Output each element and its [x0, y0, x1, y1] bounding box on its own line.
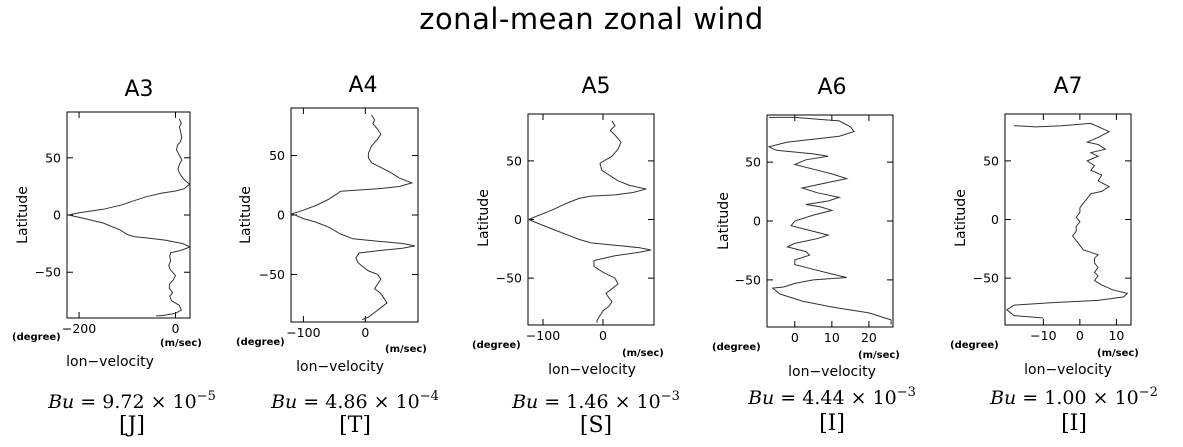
x-tick-label: 20 [861, 330, 877, 345]
case-label: [I] [1061, 411, 1087, 436]
panel-title: A3 [124, 77, 153, 102]
bu-value: Bu = 1.46 × 10−3 [511, 389, 680, 413]
x-unit-label: (m/sec) [858, 350, 900, 361]
x-tick-label: 0 [361, 325, 369, 340]
case-label: [S] [580, 413, 612, 438]
bu-mantissa: 9.72 [102, 391, 144, 413]
y-axis-label: Latitude [15, 186, 31, 244]
y-tick-label: 0 [991, 212, 999, 227]
case-label: [J] [119, 413, 145, 438]
bu-exponent: −3 [661, 389, 680, 404]
y-axis-label: Latitude [716, 192, 732, 250]
y-tick-label: 50 [745, 155, 761, 170]
x-axis-label: lon−velocity [296, 359, 384, 375]
y-unit-label: (degree) [712, 342, 761, 353]
y-axis-label: Latitude [953, 189, 969, 247]
bu-exponent: −3 [897, 385, 916, 400]
wind-profile-line [767, 116, 892, 325]
y-tick-label: 50 [983, 153, 999, 168]
y-tick-label: −50 [735, 272, 761, 287]
x-unit-label: (m/sec) [385, 344, 427, 355]
panel-title: A7 [1053, 74, 1082, 99]
y-tick-label: 50 [45, 150, 61, 165]
y-tick-label: 0 [53, 208, 61, 223]
bu-mantissa: 4.44 [802, 387, 844, 409]
wind-profile-line [68, 118, 192, 317]
y-tick-label: 0 [753, 214, 761, 229]
x-unit-label: (m/sec) [1097, 348, 1139, 359]
bu-value: Bu = 9.72 × 10−5 [47, 389, 216, 413]
bu-exponent: −5 [197, 389, 216, 404]
x-tick-label: −100 [286, 325, 320, 340]
x-tick-label: −200 [62, 321, 96, 336]
y-unit-label: (degree) [950, 340, 999, 351]
y-tick-label: 0 [277, 208, 285, 223]
case-label: [T] [339, 413, 371, 438]
bu-value: Bu = 4.86 × 10−4 [270, 389, 439, 413]
y-tick-label: −50 [496, 271, 522, 286]
x-tick-label: −100 [526, 328, 560, 343]
plot-frame [66, 111, 191, 319]
y-tick-label: −50 [35, 265, 61, 280]
bu-mantissa: 4.86 [325, 391, 367, 413]
x-tick-label: 0 [791, 330, 799, 345]
x-tick-label: 0 [172, 321, 180, 336]
bu-value: Bu = 1.00 × 10−2 [989, 385, 1158, 409]
y-axis-label: Latitude [238, 186, 254, 244]
plot-frame [766, 114, 894, 328]
bu-mantissa: 1.46 [566, 391, 608, 413]
x-tick-label: 10 [824, 330, 840, 345]
y-tick-label: 50 [506, 153, 522, 168]
x-axis-label: lon−velocity [66, 354, 154, 370]
plot-frame [290, 107, 419, 323]
x-tick-label: 0 [599, 328, 607, 343]
y-unit-label: (degree) [472, 340, 521, 351]
y-unit-label: (degree) [236, 337, 285, 348]
y-tick-label: −50 [259, 267, 285, 282]
panel-title: A6 [817, 75, 846, 100]
bu-value: Bu = 4.44 × 10−3 [747, 385, 916, 409]
bu-mantissa: 1.00 [1044, 387, 1086, 409]
y-tick-label: 0 [514, 212, 522, 227]
x-tick-label: 10 [1108, 328, 1124, 343]
y-tick-label: 50 [269, 148, 285, 163]
bu-exponent: −4 [420, 389, 439, 404]
y-tick-label: −50 [973, 271, 999, 286]
x-axis-label: lon−velocity [548, 362, 636, 378]
x-unit-label: (m/sec) [622, 348, 664, 359]
x-unit-label: (m/sec) [160, 338, 202, 349]
y-axis-label: Latitude [476, 189, 492, 247]
x-axis-label: lon−velocity [1024, 362, 1112, 378]
plot-frame [1004, 113, 1132, 326]
wind-profile-line [290, 114, 415, 321]
plot-frame [527, 113, 655, 326]
panel-title: A4 [348, 73, 377, 98]
x-tick-label: 0 [1076, 328, 1084, 343]
wind-profile-line [1005, 122, 1129, 319]
figure-title: zonal-mean zonal wind [419, 2, 764, 36]
case-label: [I] [819, 411, 845, 436]
wind-profile-line [527, 120, 652, 323]
y-unit-label: (degree) [12, 332, 61, 343]
bu-exponent: −2 [1139, 385, 1158, 400]
panel-title: A5 [581, 74, 610, 99]
x-axis-label: lon−velocity [788, 364, 876, 380]
x-tick-label: −10 [1030, 328, 1056, 343]
